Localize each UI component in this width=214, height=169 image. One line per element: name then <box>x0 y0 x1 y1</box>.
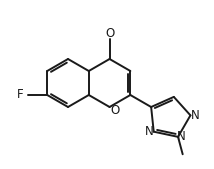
Text: N: N <box>177 130 185 143</box>
Text: N: N <box>145 125 154 138</box>
Text: O: O <box>105 27 114 40</box>
Text: N: N <box>191 109 200 122</box>
Text: F: F <box>17 89 24 102</box>
Text: O: O <box>110 104 119 117</box>
